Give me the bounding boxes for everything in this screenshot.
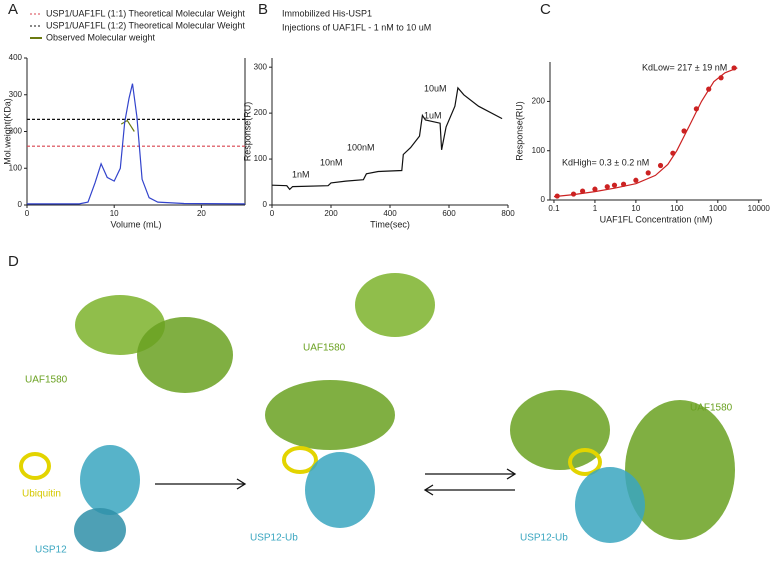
data-point bbox=[670, 150, 676, 156]
data-point bbox=[681, 128, 687, 134]
data-point bbox=[657, 162, 664, 169]
data-point bbox=[645, 170, 651, 176]
x-axis-label: Volume (mL) bbox=[110, 219, 161, 229]
y-tick-label: 100 bbox=[532, 146, 546, 155]
x-tick-label: 600 bbox=[442, 209, 456, 218]
y-tick-label: 200 bbox=[532, 97, 546, 106]
annotation: 1nM bbox=[292, 169, 310, 179]
diagram-label: Ubiquitin bbox=[22, 489, 61, 500]
data-point bbox=[604, 184, 610, 190]
x-tick-label: 20 bbox=[197, 209, 206, 218]
y-tick-label: 100 bbox=[254, 154, 268, 163]
y-axis-label: Response(RU) bbox=[514, 101, 524, 161]
y-tick-label: 0 bbox=[263, 200, 268, 209]
annotation: KdLow= 217 ± 19 nM bbox=[642, 62, 727, 72]
x-tick-label: 800 bbox=[501, 209, 515, 218]
x-tick-label: 1000 bbox=[709, 204, 727, 213]
x-tick-label: 1 bbox=[593, 204, 598, 213]
y-axis-label: Mol.weight(KDa) bbox=[2, 98, 12, 165]
ubiquitin-structure bbox=[19, 452, 51, 480]
annotation: 10nM bbox=[320, 157, 343, 167]
legend-label: Observed Molecular weight bbox=[46, 32, 156, 42]
data-point bbox=[620, 181, 627, 187]
diagram-label: UAF1580 bbox=[303, 343, 346, 354]
annotation: KdHigh= 0.3 ± 0.2 nM bbox=[562, 157, 649, 167]
structures bbox=[19, 273, 735, 552]
uaf1-structure bbox=[625, 400, 735, 540]
panel-label: C bbox=[540, 1, 551, 18]
diagram-label: USP12-Ub bbox=[250, 533, 298, 544]
y-axis-label: Response(RU) bbox=[242, 102, 252, 162]
y-tick-label: 200 bbox=[254, 108, 268, 117]
arrow bbox=[425, 468, 517, 480]
data-line bbox=[271, 86, 503, 191]
x-tick-label: 200 bbox=[324, 209, 338, 218]
x-tick-label: 0 bbox=[25, 209, 30, 218]
ubiquitin-structure bbox=[568, 448, 602, 476]
panel-label: A bbox=[8, 1, 18, 18]
legend-label: USP1/UAF1FL (1:2) Theoretical Molecular … bbox=[46, 20, 245, 30]
diagram-label: USP12 bbox=[35, 545, 67, 556]
data-point bbox=[611, 182, 618, 188]
data-point bbox=[718, 75, 724, 81]
arrows bbox=[155, 468, 517, 496]
data-point bbox=[592, 186, 598, 192]
data-point bbox=[706, 86, 712, 92]
y-tick-label: 100 bbox=[9, 163, 23, 172]
data-point bbox=[731, 65, 737, 71]
uaf1-structure bbox=[265, 380, 395, 450]
annotation: 1uM bbox=[424, 110, 442, 120]
x-axis-label: UAF1FL Concentration (nM) bbox=[600, 214, 713, 224]
arrow bbox=[155, 478, 247, 490]
x-tick-label: 400 bbox=[383, 209, 397, 218]
annotation: 100nM bbox=[347, 142, 375, 152]
legend-label: USP1/UAF1FL (1:1) Theoretical Molecular … bbox=[46, 8, 245, 18]
x-tick-label: 0.1 bbox=[548, 204, 560, 213]
ubiquitin-structure bbox=[282, 446, 318, 474]
y-tick-label: 300 bbox=[9, 90, 23, 99]
data-point bbox=[633, 177, 639, 183]
x-tick-label: 10 bbox=[110, 209, 119, 218]
x-tick-label: 100 bbox=[670, 204, 684, 213]
x-axis-label: Time(sec) bbox=[370, 219, 410, 229]
diagram-label: USP12-Ub bbox=[520, 533, 568, 544]
uaf1-structure bbox=[510, 390, 610, 470]
annotation: 10uM bbox=[424, 83, 447, 93]
data-line bbox=[120, 119, 135, 132]
x-tick-label: 0 bbox=[270, 209, 275, 218]
data-point bbox=[693, 106, 699, 112]
usp12-structure bbox=[575, 467, 645, 543]
usp12-structure bbox=[80, 445, 140, 515]
y-tick-label: 400 bbox=[9, 53, 23, 62]
panel-label: D bbox=[8, 253, 19, 270]
uaf1-structure bbox=[137, 317, 233, 393]
diagram-label: UAF1580 bbox=[25, 375, 68, 386]
panel-label: B bbox=[258, 1, 268, 18]
data-point bbox=[570, 191, 577, 197]
data-line bbox=[27, 83, 246, 205]
usp12-structure bbox=[305, 452, 375, 528]
data-point bbox=[554, 193, 560, 199]
y-tick-label: 0 bbox=[18, 200, 23, 209]
y-tick-label: 200 bbox=[9, 127, 23, 136]
x-tick-label: 10 bbox=[631, 204, 640, 213]
x-tick-label: 10000 bbox=[748, 204, 771, 213]
chart-title: Immobilized His-USP1 bbox=[282, 8, 372, 18]
uaf1-structure bbox=[355, 273, 435, 337]
usp12-structure bbox=[74, 508, 126, 552]
chart-subtitle: Injections of UAF1FL - 1 nM to 10 uM bbox=[282, 22, 431, 32]
diagram-label: UAF1580 bbox=[690, 403, 733, 414]
arrow bbox=[423, 484, 515, 496]
y-tick-label: 0 bbox=[541, 195, 546, 204]
y-tick-label: 300 bbox=[254, 62, 268, 71]
data-point bbox=[579, 188, 586, 194]
